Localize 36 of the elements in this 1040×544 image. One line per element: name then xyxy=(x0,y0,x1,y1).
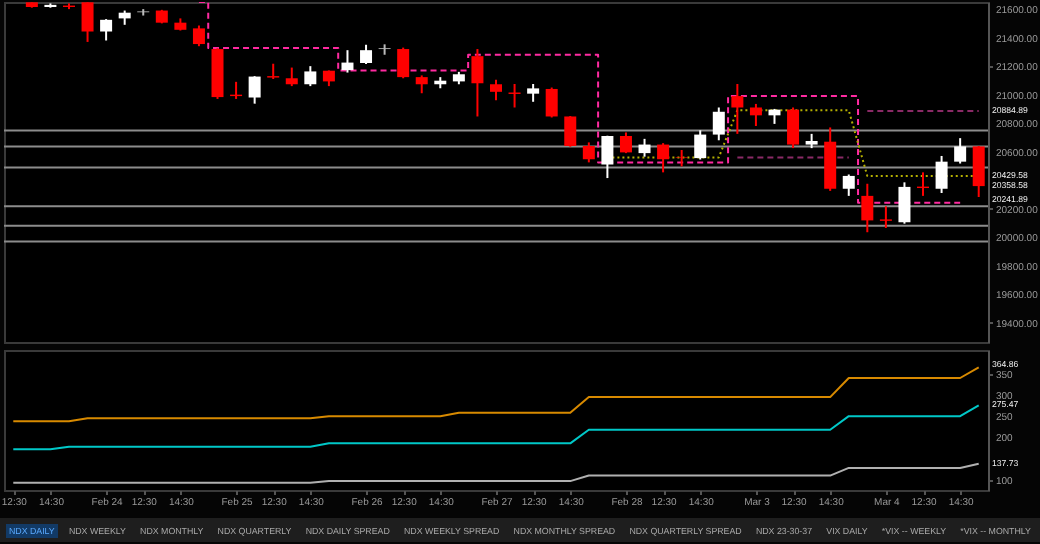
candlestick xyxy=(490,78,502,102)
candlestick xyxy=(192,24,205,48)
candlestick xyxy=(582,141,595,164)
candlestick xyxy=(100,18,113,42)
candlestick xyxy=(360,43,373,66)
candlestick xyxy=(935,154,948,195)
candlestick xyxy=(601,134,614,180)
candlestick xyxy=(545,86,558,119)
candlestick xyxy=(137,8,150,17)
candlestick xyxy=(972,144,985,199)
candlestick xyxy=(397,46,410,80)
candlestick xyxy=(712,106,725,142)
candlestick xyxy=(564,115,577,148)
candlestick xyxy=(787,106,800,150)
candlestick xyxy=(304,65,317,88)
candlestick xyxy=(824,126,837,192)
line-series xyxy=(12,462,980,484)
candlestick xyxy=(879,205,892,229)
line-series xyxy=(12,404,980,451)
candlestick xyxy=(861,182,874,234)
candlestick xyxy=(954,137,967,165)
candlestick xyxy=(842,173,855,197)
candlestick xyxy=(81,1,94,43)
candlestick xyxy=(657,142,670,174)
candlestick xyxy=(898,181,911,225)
candlestick xyxy=(341,49,354,74)
candlestick xyxy=(731,82,744,135)
candlestick xyxy=(285,66,298,88)
candlestick xyxy=(619,131,632,155)
candlestick xyxy=(378,43,391,56)
candlestick xyxy=(248,75,261,105)
candlestick xyxy=(675,148,688,168)
line-series xyxy=(12,366,980,423)
candlestick xyxy=(694,129,707,161)
candlestick xyxy=(749,102,762,128)
candlestick xyxy=(471,48,484,118)
